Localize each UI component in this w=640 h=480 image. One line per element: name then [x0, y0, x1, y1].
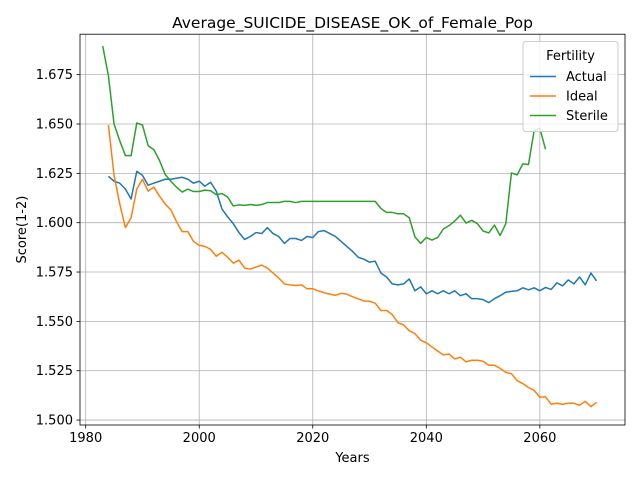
- y-tick-label: 1.625: [36, 167, 73, 182]
- legend-title: Fertility: [546, 49, 595, 64]
- series-line-sterile: [101, 45, 547, 245]
- series-line-actual: [107, 170, 598, 304]
- plot-frame: [79, 33, 626, 426]
- legend-entries: Actual Ideal Sterile: [530, 70, 608, 124]
- legend-box: [522, 41, 619, 132]
- x-tick-label: 2060: [523, 431, 556, 446]
- legend: Fertility Actual Ideal Sterile: [522, 41, 619, 132]
- series-lines: [101, 45, 598, 408]
- y-tick-label: 1.550: [36, 315, 73, 330]
- y-axis-ticks: 1.500 1.525 1.550 1.575 1.600 1.625 1.650 1.675: [36, 68, 80, 429]
- y-tick-label: 1.500: [36, 414, 73, 429]
- chart-title: Average_SUICIDE_DISEASE_OK_of_Female_Pop: [172, 14, 533, 33]
- y-tick-label: 1.650: [36, 118, 73, 133]
- x-tick-label: 2040: [410, 431, 443, 446]
- grid: [80, 34, 625, 425]
- x-axis-label: Years: [334, 451, 370, 466]
- y-tick-label: 1.575: [36, 266, 73, 281]
- y-axis-label: Score(1-2): [15, 196, 30, 264]
- legend-label-actual: Actual: [566, 70, 607, 85]
- x-tick-label: 2000: [183, 431, 216, 446]
- x-tick-label: 1980: [69, 431, 102, 446]
- legend-label-sterile: Sterile: [566, 109, 608, 124]
- series-line-ideal: [107, 124, 598, 408]
- x-axis-ticks: 1980 2000 2020 2040 2060: [69, 425, 556, 446]
- y-tick-label: 1.675: [36, 68, 73, 83]
- legend-label-ideal: Ideal: [566, 90, 598, 105]
- y-tick-label: 1.600: [36, 216, 73, 231]
- x-tick-label: 2020: [296, 431, 329, 446]
- y-tick-label: 1.525: [36, 364, 73, 379]
